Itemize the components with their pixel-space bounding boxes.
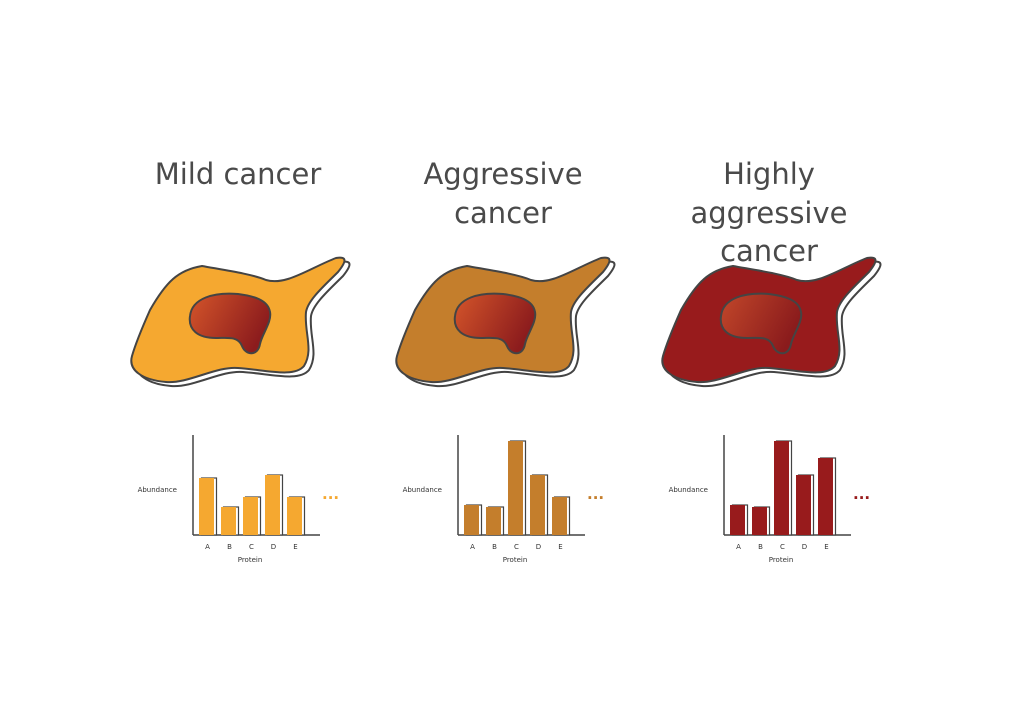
bar-e	[818, 458, 833, 535]
panel-title-line: Highly	[723, 157, 815, 191]
x-tick-label: E	[824, 543, 828, 551]
x-tick-label: E	[558, 543, 562, 551]
bar-b	[486, 507, 501, 535]
bar-d	[796, 475, 811, 535]
bar-c	[774, 441, 789, 535]
bar-a	[464, 505, 479, 535]
protein-bar-chart: A B C D E Protein Abundance ...	[403, 435, 604, 564]
x-tick-label: B	[227, 543, 232, 551]
bar-a	[199, 478, 214, 535]
x-tick-label: D	[802, 543, 807, 551]
panel-aggressive: Aggressive cancer A B C D E Protein Abundanc…	[395, 157, 616, 564]
x-tick-label: A	[470, 543, 475, 551]
x-tick-label: A	[736, 543, 741, 551]
y-axis-label: Abundance	[669, 486, 708, 494]
panel-title-line: cancer	[454, 196, 552, 230]
x-axis-label: Protein	[503, 556, 528, 564]
more-proteins-ellipsis: ...	[853, 485, 870, 503]
x-tick-label: E	[293, 543, 297, 551]
x-axis-label: Protein	[769, 556, 794, 564]
x-tick-label: D	[536, 543, 541, 551]
more-proteins-ellipsis: ...	[322, 485, 339, 503]
bar-c	[243, 497, 258, 535]
y-axis-label: Abundance	[403, 486, 442, 494]
bar-d	[265, 475, 280, 535]
panel-highly-aggressive: Highly aggressive cancer A B C D E Protein A…	[661, 157, 882, 564]
panel-title-line: aggressive	[691, 196, 848, 230]
panel-mild: Mild cancer A B C D E Protein Abundance ...	[130, 157, 351, 564]
cell-illustration	[661, 256, 882, 388]
bar-c	[508, 441, 523, 535]
x-axis-label: Protein	[238, 556, 263, 564]
x-tick-label: C	[780, 543, 785, 551]
bar-d	[530, 475, 545, 535]
protein-bar-chart: A B C D E Protein Abundance ...	[138, 435, 339, 564]
cell-illustration	[130, 256, 351, 388]
panel-title-line: Aggressive	[423, 157, 582, 191]
x-tick-label: B	[492, 543, 497, 551]
y-axis-label: Abundance	[138, 486, 177, 494]
bar-e	[287, 497, 302, 535]
bar-a	[730, 505, 745, 535]
more-proteins-ellipsis: ...	[587, 485, 604, 503]
x-tick-label: A	[205, 543, 210, 551]
bar-b	[752, 507, 767, 535]
cell-illustration	[395, 256, 616, 388]
x-tick-label: C	[514, 543, 519, 551]
protein-bar-chart: A B C D E Protein Abundance ...	[669, 435, 870, 564]
panel-title-line: cancer	[720, 234, 818, 268]
x-tick-label: B	[758, 543, 763, 551]
x-tick-label: C	[249, 543, 254, 551]
bar-e	[552, 497, 567, 535]
panel-title-line: Mild cancer	[155, 157, 322, 191]
bar-b	[221, 507, 236, 535]
x-tick-label: D	[271, 543, 276, 551]
